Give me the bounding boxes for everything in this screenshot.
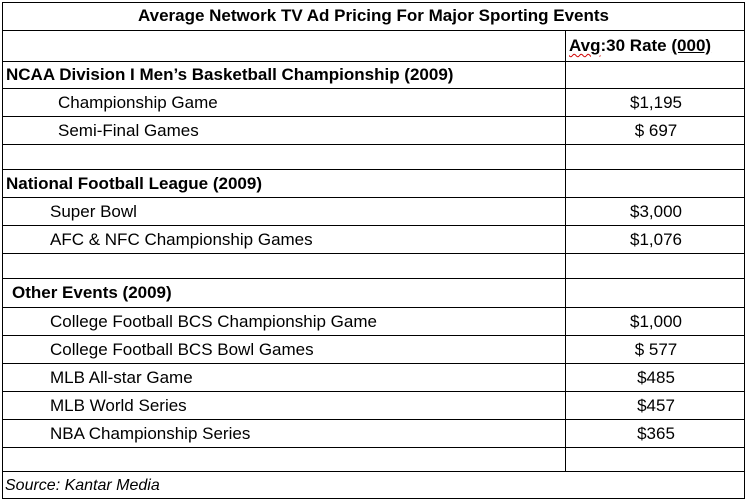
event-label: Semi-Final Games xyxy=(58,120,199,140)
spacer-row xyxy=(2,254,745,279)
source-row: Source: Kantar Media xyxy=(2,472,745,499)
table-row: Championship Game $1,195 xyxy=(2,89,745,117)
event-label: Super Bowl xyxy=(50,201,137,221)
event-label: AFC & NFC Championship Games xyxy=(50,229,313,249)
table-row: AFC & NFC Championship Games $1,076 xyxy=(2,226,745,254)
event-rate: $365 xyxy=(637,423,675,443)
section-heading: Other Events (2009) xyxy=(12,283,172,302)
section-heading-row: National Football League (2009) xyxy=(2,170,745,198)
table-row: Semi-Final Games $ 697 xyxy=(2,117,745,145)
rate-header-prefix: Avg xyxy=(569,36,601,55)
table-row: College Football BCS Championship Game $… xyxy=(2,308,745,336)
table-row: College Football BCS Bowl Games $ 577 xyxy=(2,336,745,364)
table-row: Super Bowl $3,000 xyxy=(2,198,745,226)
event-label: College Football BCS Championship Game xyxy=(50,311,377,331)
event-rate: $1,000 xyxy=(630,311,682,331)
table-row: MLB All-star Game $485 xyxy=(2,364,745,392)
event-rate: $485 xyxy=(637,367,675,387)
event-label: MLB All-star Game xyxy=(50,367,193,387)
table-row: NBA Championship Series $365 xyxy=(2,420,745,448)
table-title: Average Network TV Ad Pricing For Major … xyxy=(137,6,610,25)
event-label: College Football BCS Bowl Games xyxy=(50,339,314,359)
rate-header-unit: (000) xyxy=(671,36,712,55)
section-heading: NCAA Division I Men’s Basketball Champio… xyxy=(6,65,454,84)
event-rate: $3,000 xyxy=(630,201,682,221)
event-label: NBA Championship Series xyxy=(50,423,251,443)
event-rate: $ 577 xyxy=(634,339,678,359)
section-heading-row: Other Events (2009) xyxy=(2,279,745,308)
header-row: Avg :30 Rate (000) xyxy=(2,31,745,62)
section-heading-row: NCAA Division I Men’s Basketball Champio… xyxy=(2,62,745,89)
event-rate: $ 697 xyxy=(634,120,678,140)
section-heading: National Football League (2009) xyxy=(6,173,262,193)
column-divider xyxy=(565,30,566,471)
title-row: Average Network TV Ad Pricing For Major … xyxy=(2,2,745,31)
spacer-row xyxy=(2,145,745,170)
source-note: Source: Kantar Media xyxy=(5,476,160,494)
spacer-row xyxy=(2,448,745,472)
table-row: MLB World Series $457 xyxy=(2,392,745,420)
rate-column-header: Avg :30 Rate (000) xyxy=(567,31,747,61)
event-label: MLB World Series xyxy=(50,395,187,415)
event-rate: $1,195 xyxy=(630,92,682,112)
event-rate: $457 xyxy=(637,395,675,415)
event-rate: $1,076 xyxy=(630,229,682,249)
event-label: Championship Game xyxy=(58,92,218,112)
rate-header-mid: :30 Rate xyxy=(600,36,672,55)
